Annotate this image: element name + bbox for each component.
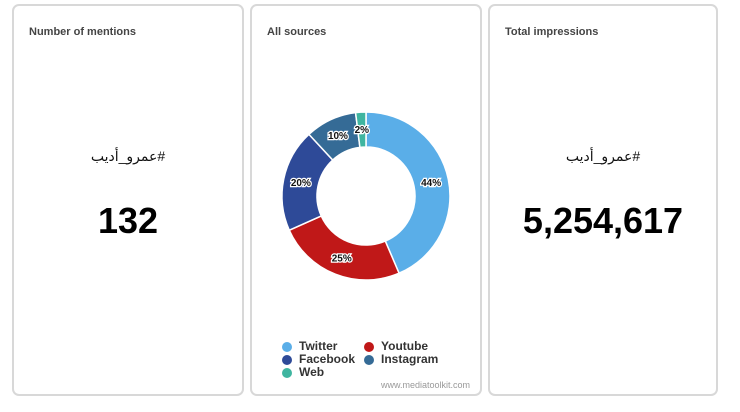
hashtag-label: #عمرو_أديب <box>565 148 641 164</box>
legend-label: Facebook <box>299 352 356 366</box>
mentions-count: 132 <box>97 200 159 241</box>
legend-item-instagram[interactable]: Instagram <box>364 353 458 366</box>
slice-label-twitter: 44% <box>421 178 441 189</box>
slice-label-instagram: 10% <box>328 131 348 142</box>
card-title: All sources <box>267 26 327 38</box>
legend-dot-icon <box>282 341 292 352</box>
legend-dot-icon <box>282 354 292 365</box>
legend-label: Twitter <box>299 339 338 353</box>
credit-text: www.mediatoolkit.com <box>380 380 470 390</box>
impressions-card: Total impressions #عمرو_أديب 5,254,617 <box>488 4 718 396</box>
donut-chart: 44% 25% 20% 10% 2% <box>281 111 451 281</box>
card-title: Total impressions <box>505 26 599 38</box>
legend-item-youtube[interactable]: Youtube <box>364 340 458 353</box>
card-title: Number of mentions <box>29 26 136 38</box>
slice-web[interactable] <box>354 111 367 149</box>
slice-label-youtube: 25% <box>332 253 352 264</box>
slice-label-facebook: 20% <box>291 178 311 189</box>
slice-twitter[interactable] <box>365 111 451 275</box>
legend-item-facebook[interactable]: Facebook <box>282 353 364 366</box>
legend-label: Youtube <box>381 339 429 353</box>
legend-item-twitter[interactable]: Twitter <box>282 340 364 353</box>
slice-youtube[interactable] <box>288 214 401 281</box>
slice-label-web: 2% <box>355 125 370 136</box>
legend-label: Web <box>299 365 325 379</box>
legend-dot-icon <box>364 341 374 352</box>
legend-label: Instagram <box>381 352 439 366</box>
sources-card: All sources 44% 25% 20% 10% 2% Twitter Youtub… <box>250 4 482 396</box>
legend-dot-icon <box>282 367 292 378</box>
chart-legend: Twitter Youtube Facebook Instagram Web <box>282 340 462 379</box>
hashtag-label: #عمرو_أديب <box>90 148 166 164</box>
legend-item-web[interactable]: Web <box>282 366 364 379</box>
legend-dot-icon <box>364 354 374 365</box>
impressions-count: 5,254,617 <box>522 200 684 241</box>
mentions-card: Number of mentions #عمرو_أديب 132 <box>12 4 244 396</box>
